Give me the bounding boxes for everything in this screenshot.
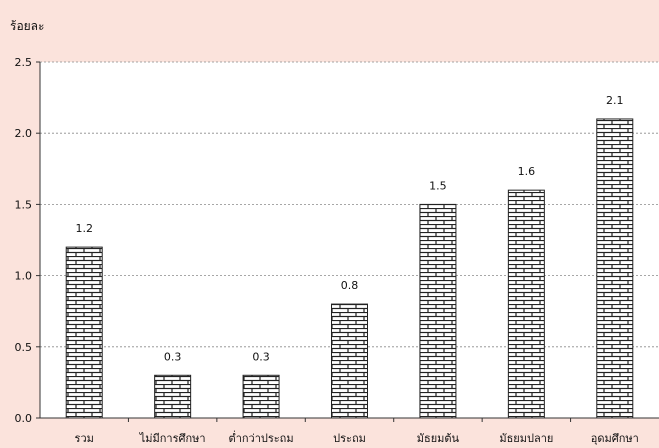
data-label: 0.8 [341, 279, 359, 292]
bar [331, 303, 368, 419]
y-tick-label: 2.5 [15, 56, 33, 69]
bar [65, 246, 103, 419]
y-tick-label: 0.5 [15, 341, 33, 354]
bar [596, 118, 634, 419]
bar [154, 374, 192, 419]
data-label: 1.2 [75, 222, 93, 235]
category-labels: รวม ไม่มีการศึกษา ต่ำกว่าประถม ประถม มัธยมต้… [75, 418, 639, 445]
category-label: อุดมศึกษา [591, 432, 639, 445]
data-label: 0.3 [164, 350, 182, 363]
category-label: ประถม [333, 432, 366, 445]
data-label: 2.1 [606, 94, 624, 107]
data-labels: 1.2 0.3 0.3 0.8 1.5 1.6 2.1 [75, 94, 623, 363]
category-label: มัธยมต้น [417, 432, 460, 445]
data-label: 1.6 [518, 165, 536, 178]
y-tick-label: 1.5 [15, 198, 33, 211]
data-label: 1.5 [429, 179, 447, 192]
category-label: ต่ำกว่าประถม [229, 430, 294, 445]
y-tick-label: 0.0 [15, 412, 33, 425]
data-label: 0.3 [252, 350, 270, 363]
category-label: ไม่มีการศึกษา [139, 432, 206, 445]
bar [419, 203, 457, 419]
y-axis-ticks: 0.0 0.5 1.0 1.5 2.0 2.5 [15, 56, 40, 425]
bar [242, 374, 280, 419]
y-tick-label: 2.0 [15, 127, 33, 140]
category-label: มัธยมปลาย [499, 432, 553, 445]
category-label: รวม [75, 432, 94, 445]
y-axis-title: ร้อยละ [10, 19, 44, 33]
bars [65, 118, 634, 419]
bar [507, 189, 545, 419]
y-tick-label: 1.0 [15, 270, 33, 283]
